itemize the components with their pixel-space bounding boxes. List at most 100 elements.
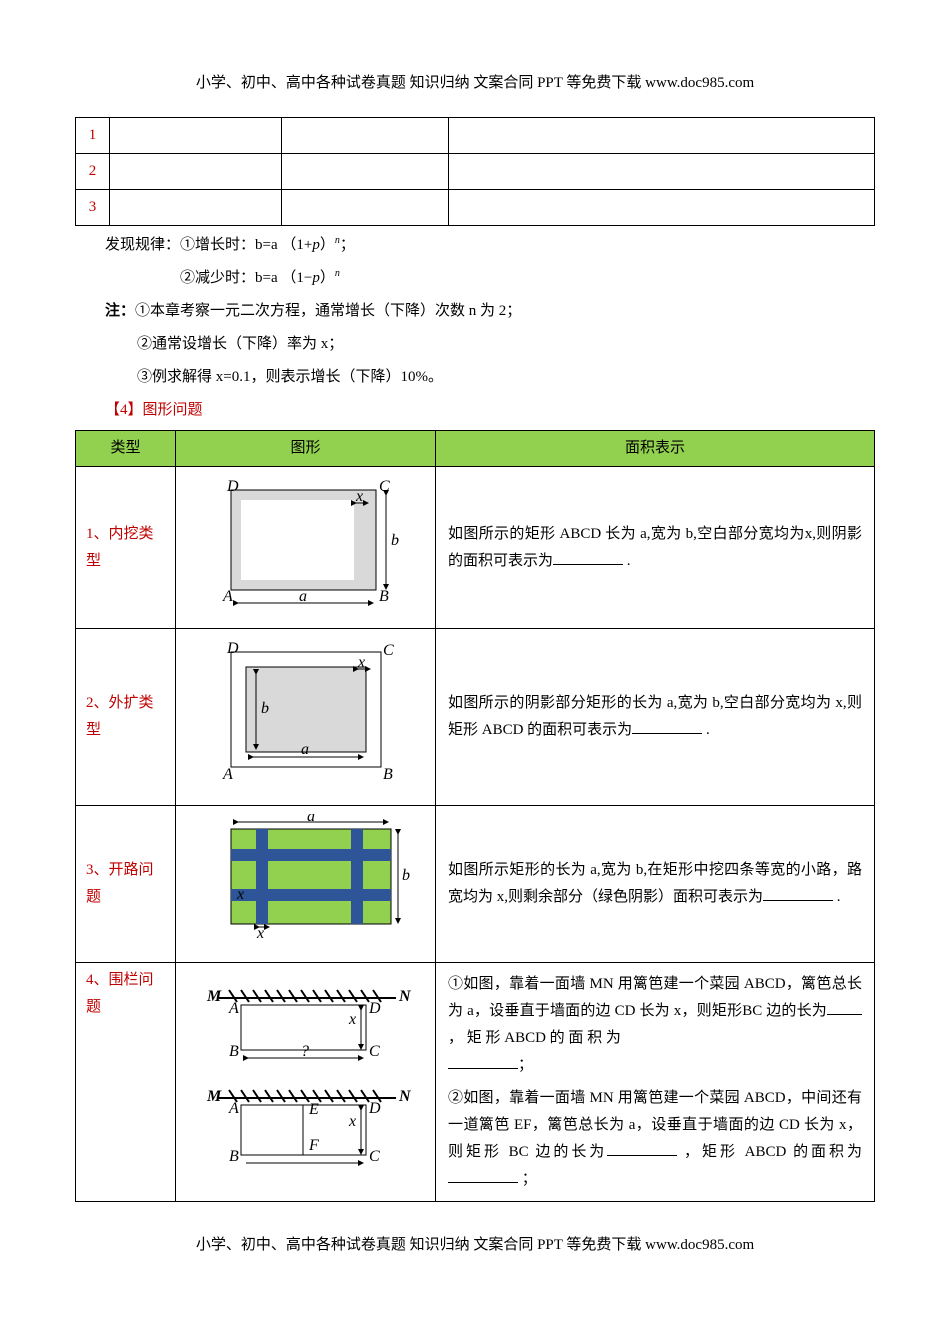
blank-line <box>448 1170 518 1184</box>
svg-text:x: x <box>355 488 363 505</box>
empty-cell <box>449 154 875 190</box>
formula-part: ） <box>320 237 335 253</box>
section-title: 【4】图形问题 <box>105 397 875 424</box>
t: ①如图，靠着一面墙 MN 用篱笆建一个菜园 ABCD，篱笆总长为 a，设垂直于墙… <box>448 976 862 1019</box>
svg-text:A: A <box>222 766 233 783</box>
blank-line <box>607 1143 677 1157</box>
svg-text:C: C <box>379 478 390 495</box>
geometry-table: 类型 图形 面积表示 1、内挖类型 D C A B x b a 如图所示的矩形 AB… <box>75 430 875 1202</box>
svg-text:A: A <box>228 1100 239 1117</box>
empty-cell <box>449 118 875 154</box>
rule-text: 发现规律：①增长时：b=a <box>105 237 281 253</box>
svg-text:N: N <box>398 1088 411 1105</box>
note-item: ②通常设增长（下降）率为 x； <box>137 331 875 358</box>
formula-part: （1+ <box>281 237 312 253</box>
empty-cell <box>110 118 282 154</box>
svg-text:x: x <box>256 925 264 942</box>
svg-text:M: M <box>206 1088 222 1105</box>
svg-text:x: x <box>236 886 244 903</box>
svg-text:B: B <box>383 766 393 783</box>
svg-text:?: ? <box>301 1043 309 1060</box>
type-cell: 2、外扩类型 <box>76 629 176 806</box>
desc-text: 如图所示的阴影部分矩形的长为 a,宽为 b,空白部分宽均为 x,则矩形 ABCD… <box>448 695 862 738</box>
notes-block: 注：①本章考察一元二次方程，通常增长（下降）次数 n 为 2； <box>105 298 875 325</box>
svg-text:a: a <box>301 741 309 758</box>
svg-text:C: C <box>369 1148 380 1165</box>
rule-line-1: 发现规律：①增长时：b=a （1+p）n； <box>105 232 875 259</box>
svg-text:b: b <box>391 532 399 549</box>
figure-inner-dig: D C A B x b a <box>201 475 411 610</box>
svg-text:a: a <box>307 814 315 825</box>
figure-fence-1: M N A D B C x ? <box>201 980 411 1070</box>
svg-text:F: F <box>308 1137 319 1154</box>
formula-n: n <box>335 268 340 279</box>
blank-line <box>763 888 833 902</box>
figure-cell: D C A B x b a <box>176 467 436 629</box>
figure-road: a b x x <box>201 814 411 944</box>
empty-cell <box>282 154 449 190</box>
figure-outer-expand: D C A B x b a <box>201 637 411 787</box>
t: ， 矩 形 ABCD 的 面 积 为 <box>448 1030 621 1046</box>
svg-text:A: A <box>222 588 233 605</box>
svg-text:B: B <box>379 588 389 605</box>
type-cell: 1、内挖类型 <box>76 467 176 629</box>
svg-text:B: B <box>229 1043 239 1060</box>
empty-cell <box>282 118 449 154</box>
figure-cell: D C A B x b a <box>176 629 436 806</box>
col-header: 类型 <box>76 431 176 467</box>
row-num: 1 <box>76 118 110 154</box>
top-table: 1 2 3 <box>75 117 875 226</box>
semi: ； <box>340 237 355 253</box>
empty-cell <box>282 190 449 226</box>
empty-cell <box>110 154 282 190</box>
desc-cell: ①如图，靠着一面墙 MN 用篱笆建一个菜园 ABCD，篱笆总长为 a，设垂直于墙… <box>436 963 875 1202</box>
figure-cell: M N A D B C x ? M N A E D B F C x <box>176 963 436 1202</box>
formula-p: p <box>312 237 320 253</box>
page-footer: 小学、初中、高中各种试卷真题 知识归纳 文案合同 PPT 等免费下载 www.d… <box>75 1232 875 1259</box>
svg-text:x: x <box>357 654 365 671</box>
desc-text-a: ①如图，靠着一面墙 MN 用篱笆建一个菜园 ABCD，篱笆总长为 a，设垂直于墙… <box>448 971 862 1079</box>
svg-text:C: C <box>383 642 394 659</box>
desc-text-b: ②如图，靠着一面墙 MN 用篱笆建一个菜园 ABCD，中间还有一道篱笆 EF，篱… <box>448 1085 862 1193</box>
empty-cell <box>110 190 282 226</box>
row-num: 2 <box>76 154 110 190</box>
col-header: 图形 <box>176 431 436 467</box>
svg-text:b: b <box>261 700 269 717</box>
col-header: 面积表示 <box>436 431 875 467</box>
figure-fence-2: M N A E D B F C x <box>201 1080 411 1175</box>
svg-text:D: D <box>368 1100 381 1117</box>
formula-part: ） <box>320 270 335 286</box>
svg-text:x: x <box>348 1113 356 1130</box>
type-cell: 3、开路问题 <box>76 806 176 963</box>
blank-line <box>553 551 623 565</box>
note-item: ③例求解得 x=0.1，则表示增长（下降）10%。 <box>137 364 875 391</box>
desc-text: 如图所示矩形的长为 a,宽为 b,在矩形中挖四条等宽的小路，路宽均为 x,则剩余… <box>448 862 862 905</box>
desc-text: 如图所示的矩形 ABCD 长为 a,宽为 b,空白部分宽均为x,则阴影的面积可表… <box>448 526 862 569</box>
rule-text: ②减少时：b=a <box>180 270 281 286</box>
desc-cell: 如图所示的矩形 ABCD 长为 a,宽为 b,空白部分宽均为x,则阴影的面积可表… <box>436 467 875 629</box>
desc-cell: 如图所示的阴影部分矩形的长为 a,宽为 b,空白部分宽均为 x,则矩形 ABCD… <box>436 629 875 806</box>
svg-text:x: x <box>348 1011 356 1028</box>
svg-text:M: M <box>206 988 222 1005</box>
svg-text:C: C <box>369 1043 380 1060</box>
svg-text:D: D <box>368 1000 381 1017</box>
svg-text:D: D <box>226 478 239 495</box>
t: ； <box>518 1057 533 1073</box>
formula-p: p <box>312 270 320 286</box>
empty-cell <box>449 190 875 226</box>
notes-head: 注： <box>105 303 135 319</box>
svg-text:N: N <box>398 988 411 1005</box>
note-item: ①本章考察一元二次方程，通常增长（下降）次数 n 为 2； <box>135 303 521 319</box>
formula-part: （1− <box>281 270 312 286</box>
svg-text:A: A <box>228 1000 239 1017</box>
row-num: 3 <box>76 190 110 226</box>
svg-text:D: D <box>226 640 239 657</box>
figure-cell: a b x x <box>176 806 436 963</box>
page-header: 小学、初中、高中各种试卷真题 知识归纳 文案合同 PPT 等免费下载 www.d… <box>75 70 875 97</box>
blank-line <box>632 721 702 735</box>
svg-text:B: B <box>229 1148 239 1165</box>
svg-text:b: b <box>402 867 410 884</box>
rule-line-2: ②减少时：b=a （1−p）n <box>180 265 875 292</box>
svg-text:a: a <box>299 588 307 605</box>
svg-text:E: E <box>308 1101 319 1118</box>
